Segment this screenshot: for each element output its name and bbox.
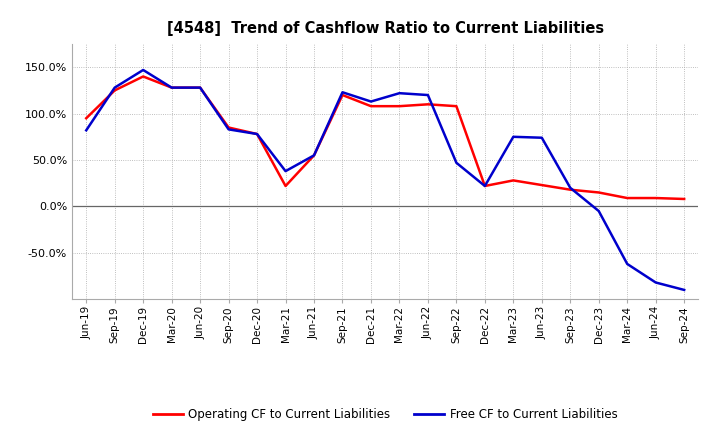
Legend: Operating CF to Current Liabilities, Free CF to Current Liabilities: Operating CF to Current Liabilities, Fre… (148, 403, 622, 426)
Title: [4548]  Trend of Cashflow Ratio to Current Liabilities: [4548] Trend of Cashflow Ratio to Curren… (166, 21, 604, 36)
